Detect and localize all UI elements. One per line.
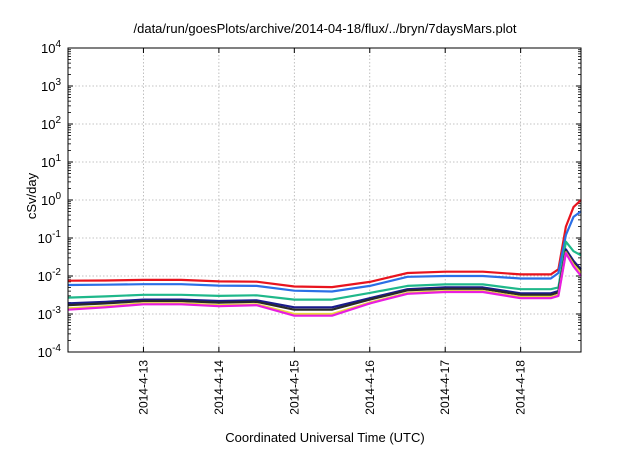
y-tick-exponent: -4	[52, 343, 61, 354]
y-tick-exponent: -1	[52, 229, 61, 240]
y-tick-label: 100	[41, 191, 61, 208]
chart-title: /data/run/goesPlots/archive/2014-04-18/f…	[134, 21, 517, 36]
y-tick-exponent: 4	[55, 39, 61, 50]
y-tick-exponent: 1	[55, 153, 61, 164]
x-tick-labels: 2014-4-13 2014-4-14 2014-4-15 2014-4-16 2014…	[136, 360, 527, 415]
y-tick-label: 10-1	[38, 229, 62, 246]
x-tick-label: 2014-4-14	[212, 360, 226, 415]
y-tick-label: 103	[41, 77, 61, 94]
x-tick-label: 2014-4-18	[514, 360, 528, 415]
x-tick-label: 2014-4-16	[363, 360, 377, 415]
series-group	[67, 199, 582, 317]
x-tick-label: 2014-4-17	[438, 360, 452, 415]
y-tick-exponent: 3	[55, 77, 61, 88]
y-axis-label: cSv/day	[24, 172, 39, 219]
y-tick-exponent: 0	[55, 191, 61, 202]
y-tick-label: 102	[41, 115, 61, 132]
x-tick-label: 2014-4-13	[136, 360, 150, 415]
y-tick-exponent: 2	[55, 115, 61, 126]
series-line-7	[67, 252, 582, 317]
y-tick-label: 10-2	[38, 267, 62, 284]
y-tick-label: 101	[41, 153, 61, 170]
y-tick-label: 10-4	[38, 343, 62, 360]
y-tick-exponent: -3	[52, 305, 61, 316]
series-line-1	[67, 199, 582, 289]
x-tick-label: 2014-4-15	[287, 360, 301, 415]
series-line-2	[67, 210, 582, 293]
y-tick-label: 104	[41, 39, 61, 56]
plot-frame	[67, 47, 582, 353]
x-axis-label: Coordinated Universal Time (UTC)	[225, 430, 424, 445]
y-tick-exponent: -2	[52, 267, 61, 278]
y-tick-label: 10-3	[38, 305, 62, 322]
